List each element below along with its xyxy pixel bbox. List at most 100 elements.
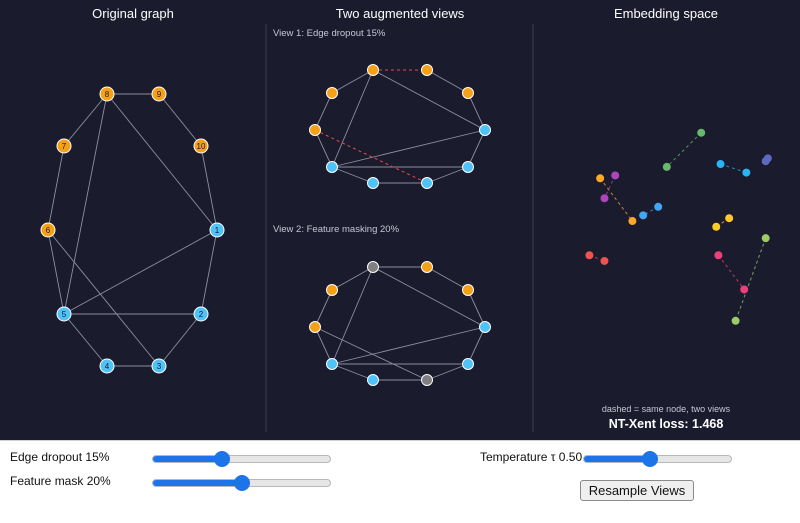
graph-edge [200,229,218,315]
node-label: 10 [197,142,206,151]
graph-node [421,261,433,273]
graph-edge [467,326,486,365]
graph-node [151,358,167,374]
graph-edge [467,92,486,131]
temperature-slider[interactable] [583,451,732,467]
graph-node [479,124,491,136]
graph-edge [467,289,486,328]
augmented-views-title: Two augmented views [336,6,465,21]
view1-label: View 1: Edge dropout 15% [273,28,386,39]
graph-node [326,358,338,370]
graph-edge [467,129,486,168]
graph-edge [314,92,333,131]
masked-node [367,261,379,273]
graph-edge [47,145,65,231]
graph-edge [158,313,202,367]
graph-node [193,138,209,154]
graph-edge [63,313,108,367]
graph-edge [63,93,108,147]
embedding-space-title: Embedding space [614,6,718,21]
graph-edge [314,326,428,381]
loss-readout: NT-Xent loss: 1.468 [609,417,724,431]
graph-edge [314,289,333,328]
node-label: 4 [105,362,110,371]
resample-views-button[interactable]: Resample Views [580,480,694,501]
graph-edge [47,229,65,315]
graph-node [326,161,338,173]
embedding-point [639,211,648,220]
graph-edge [331,326,486,365]
embedding-scatter [585,128,772,325]
graph-edge [314,326,333,365]
graph-edge [200,145,218,231]
embedding-point [716,160,725,169]
graph-node [462,284,474,296]
embedding-pair-link [720,163,747,174]
embedding-point [740,285,749,294]
graph-node [462,87,474,99]
feature-mask-label: Feature mask 20% [10,474,111,488]
visualization-svg: Original graph Two augmented views Embed… [40,6,772,432]
embedding-point [600,194,609,203]
embedding-point [611,171,620,180]
embedding-point [654,202,663,211]
embedding-pair-link [599,177,633,222]
feature-mask-thumb[interactable] [233,475,250,491]
edge-dropout-slider[interactable] [152,451,331,467]
feature-mask-slider[interactable] [152,475,331,491]
graph-edge [331,69,374,168]
embedding-point [725,214,734,223]
embedding-point [662,162,671,171]
graph-node [309,124,321,136]
temperature-label: Temperature τ 0.50 [480,450,583,464]
graph-edge [47,229,160,367]
graph-node [462,358,474,370]
graph-node [99,86,115,102]
embedding-point [585,251,594,260]
graph-node [479,321,491,333]
graph-edge [426,266,469,291]
node-label: 1 [215,226,220,235]
graph-node [462,161,474,173]
visualization-canvas: Original graph Two augmented views Embed… [0,0,800,440]
graph-node [421,64,433,76]
embedding-pair-link [603,175,616,199]
graph-node [367,374,379,386]
graph-edge [372,266,486,328]
graph-node [326,87,338,99]
embedding-point [697,128,706,137]
graph-edge [158,93,202,147]
graph-node [367,64,379,76]
embedding-pair-link [666,132,702,168]
edge-dropout-thumb[interactable] [214,451,231,467]
dropped-edge [314,129,428,184]
graph-edge [426,363,469,381]
node-label: 9 [157,90,162,99]
graph-edge [331,166,374,184]
graph-node [56,138,72,154]
node-label: 2 [199,310,204,319]
graph-edge [331,266,374,291]
node-label: 6 [46,226,51,235]
masked-node [421,374,433,386]
edge-dropout-fill [153,456,223,462]
node-label: 5 [62,310,67,319]
graph-node [151,86,167,102]
graph-node [193,306,209,322]
embedding-point [742,168,751,177]
temperature-fill [584,456,651,462]
embedding-point [712,222,721,231]
node-label: 8 [105,90,110,99]
original-graph: 1 2 3 4 5 6 7 8 9 10 [40,86,225,374]
view2-graph [309,261,491,386]
graph-node [56,306,72,322]
embedding-point [596,174,605,183]
graph-edge [426,69,469,94]
embedding-point [761,234,770,243]
embedding-pair-link [718,254,745,290]
temperature-thumb[interactable] [642,451,659,467]
graph-node [40,222,56,238]
feature-mask-fill [153,480,242,486]
graph-edge [314,129,333,168]
graph-edge [331,363,374,381]
